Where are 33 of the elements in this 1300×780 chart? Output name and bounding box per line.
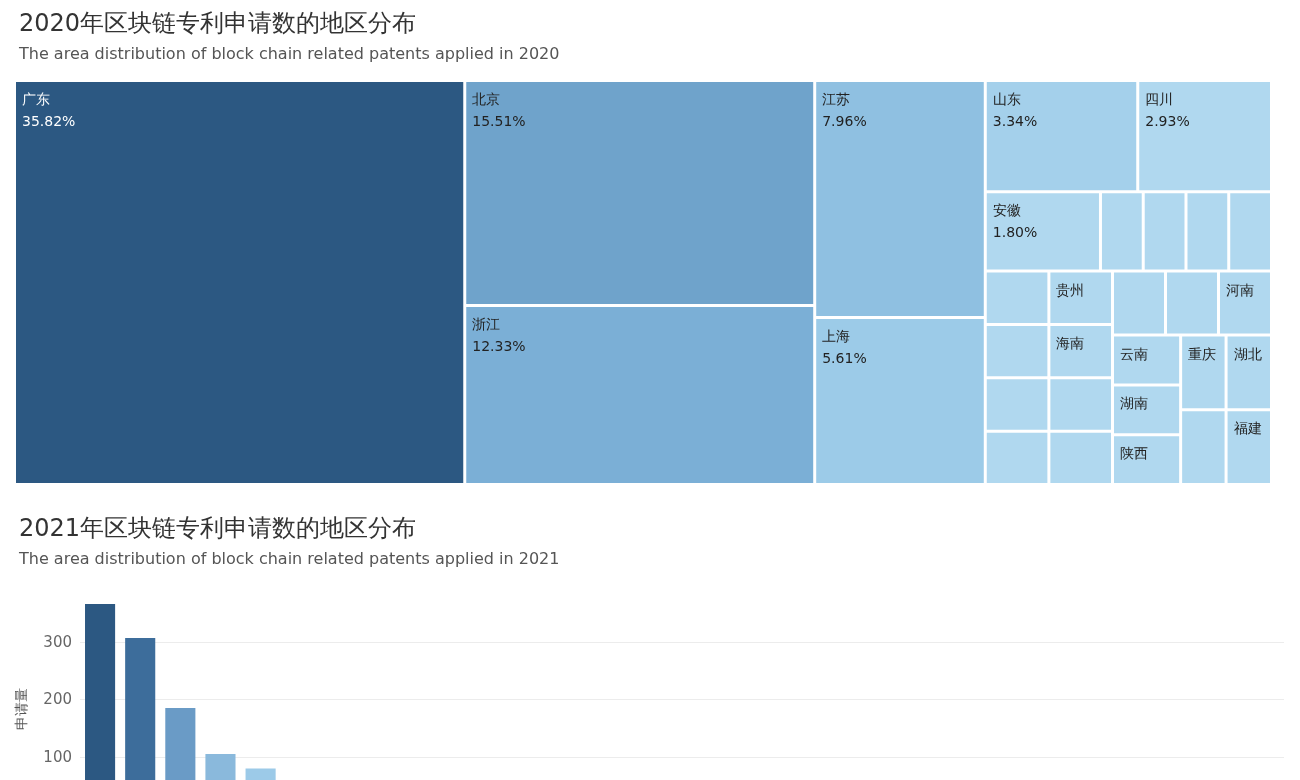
data-label: 5.61%	[822, 349, 867, 366]
category-label: 江苏	[822, 91, 851, 107]
category-label: 云南	[1119, 345, 1148, 362]
y-tick-label: 200	[43, 690, 72, 709]
category-label: 四川	[1145, 91, 1174, 107]
category-label: 湖北	[1233, 345, 1262, 362]
category-label: 陕西	[1119, 445, 1148, 462]
category-label: 广东	[22, 91, 50, 107]
y-tick-label: 100	[43, 747, 72, 766]
category-label: 福建	[1233, 420, 1262, 437]
category-label: 安徽	[992, 202, 1021, 219]
category-label: 浙江	[472, 316, 501, 333]
data-label: 1.80%	[992, 224, 1038, 241]
category-label: 山东	[992, 91, 1021, 107]
data-label: 12.33%	[472, 338, 526, 355]
category-label: 北京	[472, 91, 501, 107]
y-axis-title: 申请量	[13, 688, 29, 731]
chart-subtitle: The area distribution of block chain related patents applied in 2021	[18, 548, 560, 568]
category-label: 上海	[822, 327, 851, 344]
category-label: 湖南	[1119, 395, 1148, 412]
data-label: 7.96%	[822, 113, 867, 129]
text: The area distribution of block chain related patents applied in 2020	[18, 43, 560, 63]
data-label: 15.51%	[472, 113, 526, 129]
data-label: 2.93%	[1145, 113, 1190, 129]
chart-title: 2021年区块链专利申请数的地区分布	[19, 514, 417, 542]
y-tick-label: 300	[43, 632, 72, 651]
text: 2020年区块链专利申请数的地区分布	[19, 9, 417, 37]
data-label: 35.82%	[22, 113, 76, 129]
category-label: 河南	[1226, 281, 1254, 298]
data-label: 3.34%	[992, 113, 1038, 129]
category-label: 重庆	[1188, 345, 1217, 362]
category-label: 海南	[1056, 334, 1085, 351]
category-label: 贵州	[1056, 281, 1085, 298]
